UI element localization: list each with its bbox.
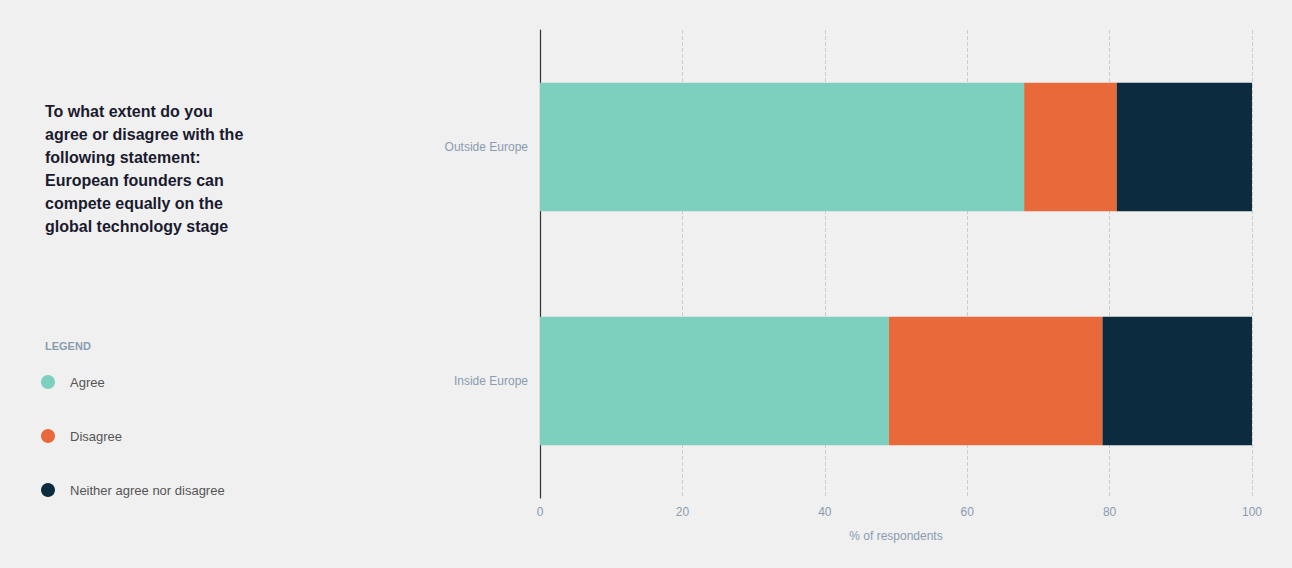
svg-text:Agree: Agree bbox=[70, 375, 105, 390]
svg-text:agree or disagree with the: agree or disagree with the bbox=[45, 126, 243, 143]
svg-text:To what extent do you: To what extent do you bbox=[45, 103, 213, 120]
svg-text:LEGEND: LEGEND bbox=[45, 340, 91, 352]
svg-text:Inside Europe: Inside Europe bbox=[454, 374, 528, 388]
svg-text:80: 80 bbox=[1103, 505, 1117, 519]
svg-text:0: 0 bbox=[537, 505, 544, 519]
svg-text:20: 20 bbox=[676, 505, 690, 519]
svg-text:60: 60 bbox=[961, 505, 975, 519]
svg-text:global technology stage: global technology stage bbox=[45, 218, 228, 235]
svg-text:following statement:: following statement: bbox=[45, 149, 201, 166]
svg-text:100: 100 bbox=[1242, 505, 1262, 519]
svg-text:Disagree: Disagree bbox=[70, 429, 122, 444]
svg-text:compete equally on the: compete equally on the bbox=[45, 195, 223, 212]
svg-text:% of respondents: % of respondents bbox=[849, 529, 942, 543]
svg-text:Neither agree nor disagree: Neither agree nor disagree bbox=[70, 483, 225, 498]
svg-text:Outside Europe: Outside Europe bbox=[445, 140, 529, 154]
svg-text:European founders can: European founders can bbox=[45, 172, 224, 189]
svg-text:40: 40 bbox=[818, 505, 832, 519]
